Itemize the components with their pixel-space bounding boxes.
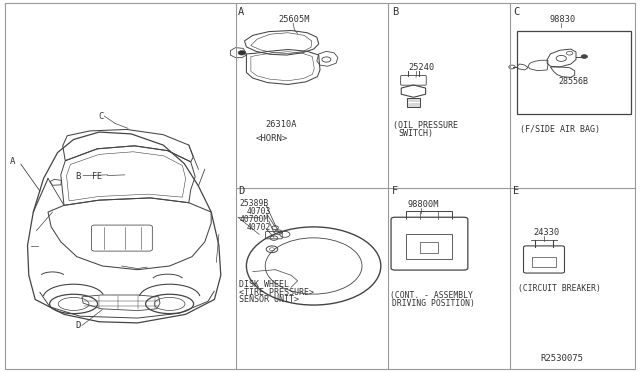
Text: 26310A: 26310A — [266, 120, 297, 129]
Bar — [517, 31, 631, 114]
Text: 98830: 98830 — [549, 15, 575, 24]
Text: DISK WHEEL: DISK WHEEL — [239, 280, 289, 289]
Bar — [420, 242, 438, 253]
Text: (CIRCUIT BREAKER): (CIRCUIT BREAKER) — [518, 284, 600, 293]
Text: <TIRE PRESSURE>: <TIRE PRESSURE> — [239, 288, 314, 296]
Text: E: E — [513, 186, 520, 196]
Text: 40700M: 40700M — [239, 215, 269, 224]
Text: D: D — [76, 321, 81, 330]
Text: A: A — [238, 7, 244, 17]
Text: D: D — [238, 186, 244, 196]
Text: (OIL PRESSURE: (OIL PRESSURE — [393, 121, 458, 130]
Text: 28556B: 28556B — [558, 77, 588, 86]
Text: FE: FE — [92, 171, 102, 180]
Text: (F/SIDE AIR BAG): (F/SIDE AIR BAG) — [520, 125, 600, 134]
Text: R2530075: R2530075 — [540, 354, 583, 363]
Text: A: A — [10, 157, 15, 166]
Circle shape — [581, 55, 588, 58]
Text: C: C — [513, 7, 520, 17]
Text: (CONT. - ASSEMBLY: (CONT. - ASSEMBLY — [390, 291, 472, 300]
Text: SWITCH): SWITCH) — [398, 129, 433, 138]
Text: 25389B: 25389B — [239, 199, 269, 208]
Text: B: B — [392, 7, 398, 17]
Text: SENSOR UNIT>: SENSOR UNIT> — [239, 295, 300, 304]
Text: 24330: 24330 — [533, 228, 559, 237]
Bar — [532, 257, 556, 267]
Text: 98800M: 98800M — [407, 200, 438, 209]
Text: <HORN>: <HORN> — [256, 134, 288, 142]
Text: B: B — [76, 171, 81, 180]
Bar — [406, 234, 452, 259]
Text: 25605M: 25605M — [278, 15, 310, 24]
Text: DRIVING POSITION): DRIVING POSITION) — [392, 299, 475, 308]
Text: 40703: 40703 — [247, 207, 271, 216]
Text: 40702: 40702 — [247, 223, 271, 232]
Text: F: F — [392, 186, 398, 196]
Circle shape — [238, 51, 246, 55]
Text: 25240: 25240 — [408, 63, 435, 72]
Text: C: C — [98, 112, 103, 121]
